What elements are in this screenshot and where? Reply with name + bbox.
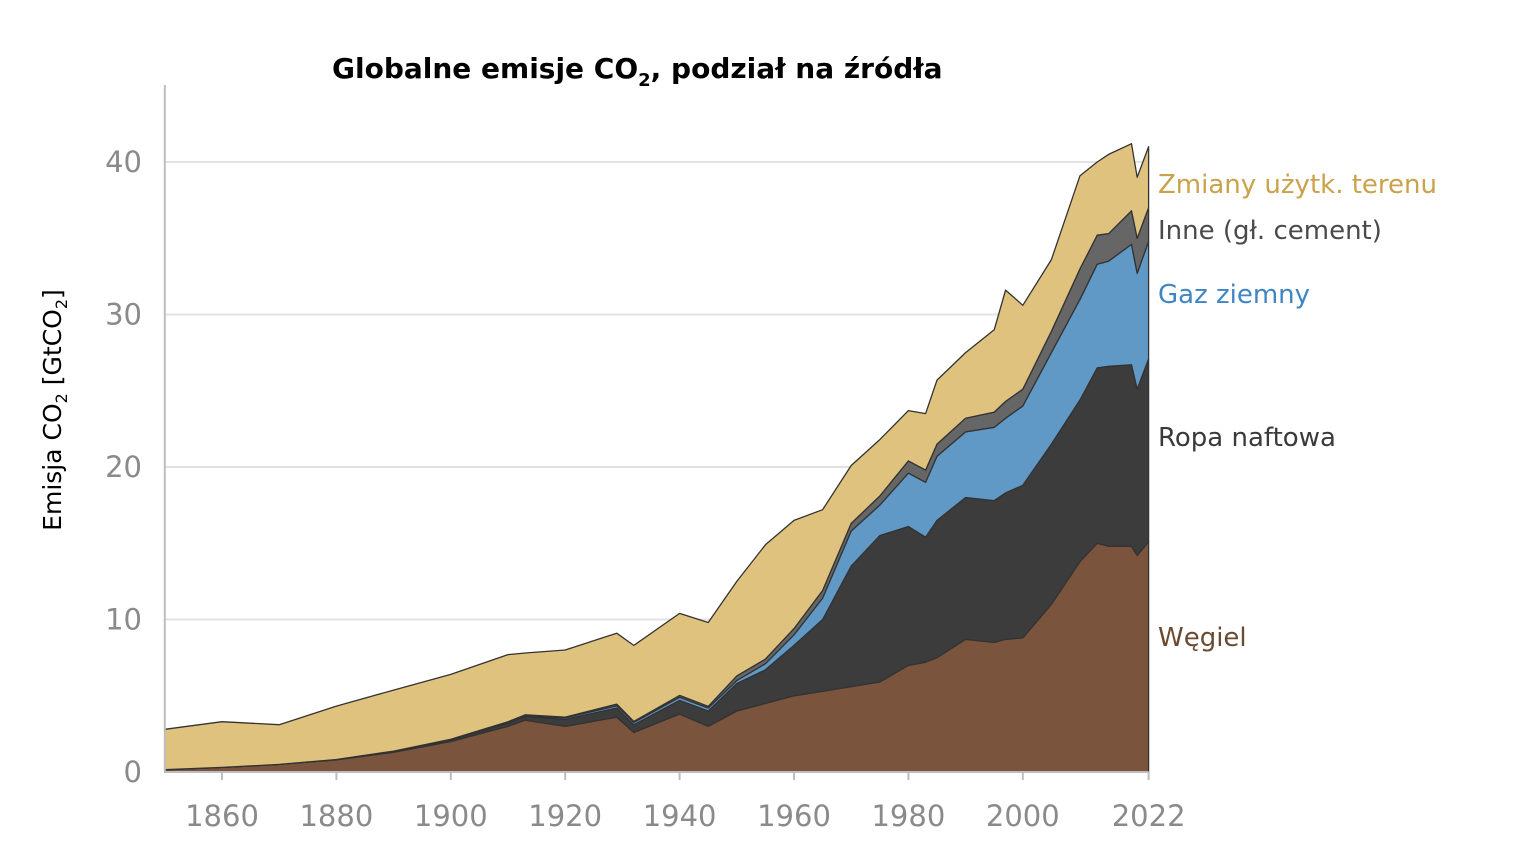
x-tick-label: 1960	[757, 799, 831, 833]
x-tick-label: 1980	[871, 799, 945, 833]
y-tick-label: 10	[105, 603, 142, 637]
series-label: Zmiany użytk. terenu	[1158, 170, 1437, 200]
x-tick-labels: 1860 1880 1900 1920 1940 1960 1980 2000 2022	[185, 799, 1185, 833]
x-tick-label: 1940	[643, 799, 717, 833]
y-tick-label: 40	[105, 145, 142, 179]
x-tick-label: 2022	[1112, 799, 1186, 833]
y-axis-label: Emisja CO2 [GtCO2]	[38, 289, 71, 531]
x-tick-label: 1900	[414, 799, 488, 833]
x-tick-label: 2000	[986, 799, 1060, 833]
y-tick-labels: 0 10 20 30 40	[105, 145, 142, 789]
y-tick-label: 20	[105, 450, 142, 484]
y-tick-label: 0	[124, 755, 142, 789]
series-label: Gaz ziemny	[1158, 280, 1310, 310]
y-tick-label: 30	[105, 298, 142, 332]
area-zmiany-użytk-terenu	[164, 143, 1150, 771]
axes	[163, 85, 1150, 780]
series-label: Ropa naftowa	[1158, 423, 1336, 453]
title-subscript: 2	[638, 70, 651, 91]
x-tick-label: 1920	[528, 799, 602, 833]
x-tick-label: 1860	[185, 799, 259, 833]
areas	[164, 143, 1150, 773]
series-label: Inne (gł. cement)	[1158, 216, 1382, 246]
chart-title: Globalne emisje CO2, podział na źródła	[332, 52, 943, 91]
x-tick-label: 1880	[299, 799, 373, 833]
series-label: Węgiel	[1158, 623, 1247, 653]
series-labels: Węgiel Ropa naftowa Gaz ziemny Inne (gł. ce…	[1158, 170, 1437, 653]
